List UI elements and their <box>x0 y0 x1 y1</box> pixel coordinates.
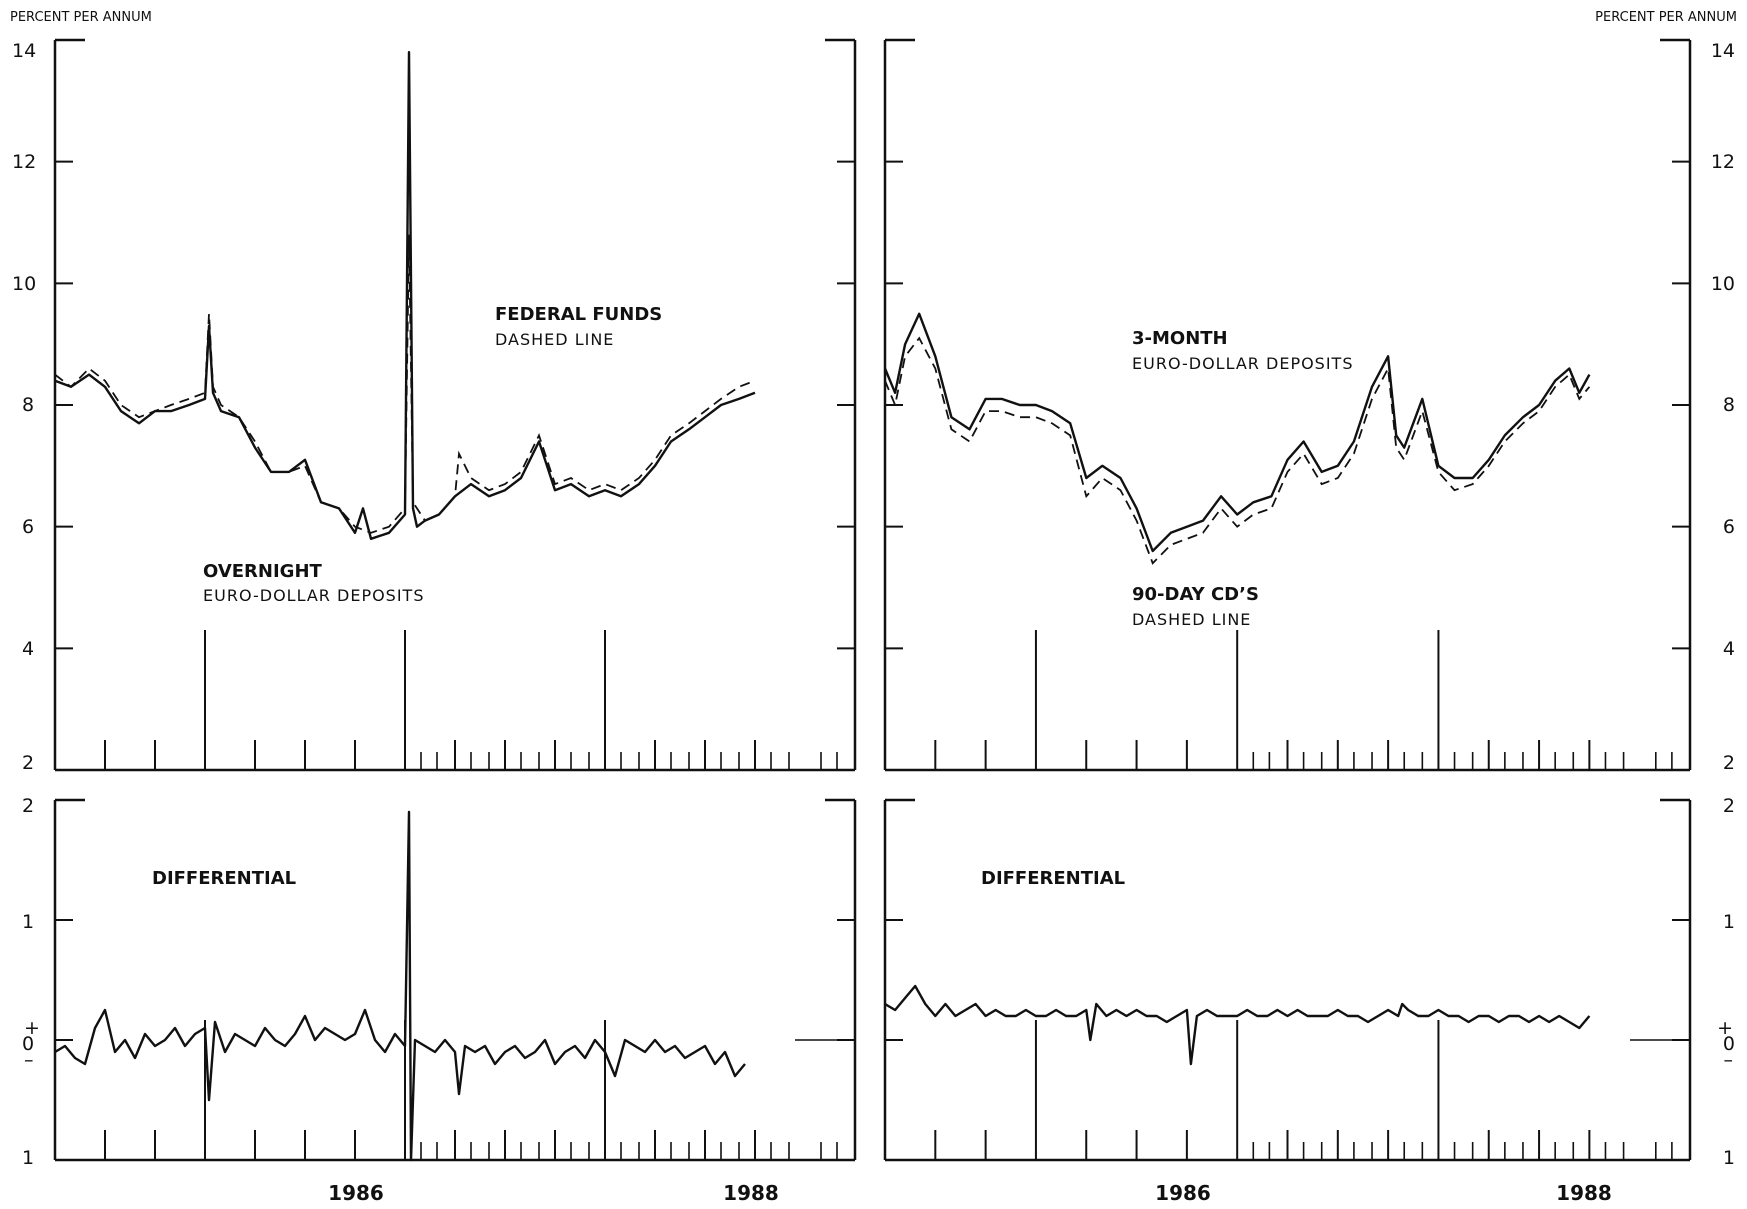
left-tick-label-4: 4 <box>22 638 34 660</box>
series-line-solid <box>883 312 1591 553</box>
panel-3month-vs-cds <box>883 38 1692 772</box>
annotation-3month-sub: EURO-DOLLAR DEPOSITS <box>1132 354 1353 373</box>
right-diff-tick-label-1: 1 <box>1723 911 1735 933</box>
annotation-cd-sub: DASHED LINE <box>1132 610 1251 629</box>
right-tick-label-6: 6 <box>1723 516 1735 538</box>
series-line-solid <box>54 51 756 540</box>
left-axis-bottom-labels: 2 1 0 + – 1 <box>22 795 40 1169</box>
right-axis-bottom-labels: 2 1 0 + – 1 <box>1717 795 1735 1169</box>
x-year-label-right-1988: 1988 <box>1556 1181 1612 1204</box>
series-line-dashed <box>54 234 756 534</box>
panel-right-differential <box>883 798 1692 1162</box>
left-diff-tick-label-1: 1 <box>22 911 34 933</box>
right-tick-label-8: 8 <box>1723 394 1735 416</box>
left-tick-label-8: 8 <box>22 394 34 416</box>
right-diff-plus-sign: + <box>1717 1017 1733 1039</box>
left-diff-tick-label-2: 2 <box>22 795 34 817</box>
annotation-overnight-title: OVERNIGHT <box>203 561 323 582</box>
left-tick-label-10: 10 <box>12 273 36 295</box>
right-tick-label-12: 12 <box>1711 151 1735 173</box>
annotation-fed-funds-sub: DASHED LINE <box>495 330 614 349</box>
left-diff-tick-label-0: 0 <box>22 1033 34 1055</box>
left-tick-label-12: 12 <box>12 151 36 173</box>
right-diff-tick-label-0: 0 <box>1723 1033 1735 1055</box>
series-line-solid <box>54 810 746 1162</box>
panel-overnight-vs-fed-funds <box>53 38 857 772</box>
annotation-cd-title: 90-DAY CD’S <box>1132 584 1259 605</box>
right-tick-label-2: 2 <box>1723 752 1735 774</box>
annotation-differential-left: DIFFERENTIAL <box>152 868 296 889</box>
right-axis-top-labels: 14 12 10 8 6 4 2 <box>1711 40 1735 774</box>
left-diff-minus-sign: – <box>24 1049 34 1071</box>
annotation-3month-title: 3-MONTH <box>1132 328 1228 349</box>
series-line-dashed <box>884 336 1591 565</box>
left-tick-label-6: 6 <box>22 516 34 538</box>
series-line-solid <box>884 984 1591 1066</box>
left-axis-top-labels: 14 12 10 8 6 4 2 <box>12 40 36 774</box>
right-tick-label-14: 14 <box>1711 40 1735 62</box>
x-year-label-left-1986: 1986 <box>328 1181 384 1204</box>
left-tick-label-14: 14 <box>12 40 36 62</box>
left-diff-plus-sign: + <box>24 1017 40 1039</box>
unit-label-left: PERCENT PER ANNUM <box>10 10 152 25</box>
annotation-overnight-sub: EURO-DOLLAR DEPOSITS <box>203 586 424 605</box>
right-tick-label-4: 4 <box>1723 638 1735 660</box>
right-diff-tick-label-2: 2 <box>1723 795 1735 817</box>
annotation-differential-right: DIFFERENTIAL <box>981 868 1125 889</box>
right-tick-label-10: 10 <box>1711 273 1735 295</box>
left-tick-label-2: 2 <box>22 752 34 774</box>
left-diff-tick-label-neg1: 1 <box>22 1147 34 1169</box>
right-diff-minus-sign: – <box>1724 1049 1734 1071</box>
x-year-label-right-1986: 1986 <box>1155 1181 1211 1204</box>
panel-left-differential <box>53 798 857 1162</box>
annotation-fed-funds-title: FEDERAL FUNDS <box>495 304 662 325</box>
x-year-label-left-1988: 1988 <box>723 1181 779 1204</box>
right-diff-tick-label-neg1: 1 <box>1723 1147 1735 1169</box>
unit-label-right: PERCENT PER ANNUM <box>1595 10 1737 25</box>
